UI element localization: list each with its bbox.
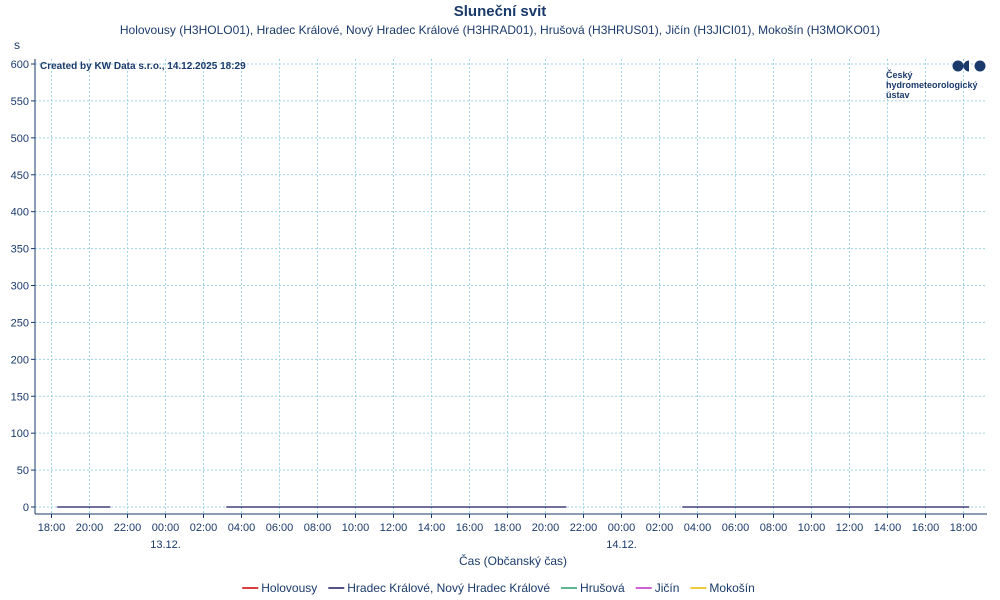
y-tick-label: 250 [11, 317, 29, 329]
x-tick-label: 12:00 [380, 522, 408, 534]
x-tick-label: 18:00 [38, 522, 66, 534]
x-tick-label: 04:00 [228, 522, 256, 534]
legend-label: Jičín [655, 581, 680, 595]
x-tick-label: 16:00 [456, 522, 484, 534]
logo-text-line1: Český [886, 69, 913, 80]
logo-text-line2: hydrometeorologický [886, 80, 978, 90]
y-tick-label: 200 [11, 354, 29, 366]
legend-label: Holovousy [261, 581, 317, 595]
chart-subtitle: Holovousy (H3HOLO01), Hradec Králové, No… [120, 23, 880, 37]
x-tick-label: 16:00 [912, 522, 940, 534]
chmi-logo: Český hydrometeorologický ústav [886, 60, 986, 100]
x-tick-labels: 18:00 20:00 22:00 00:00 02:00 04:00 06:00 08:00… [38, 522, 978, 551]
x-tick-label: 22:00 [114, 522, 142, 534]
x-tick-label: 06:00 [722, 522, 750, 534]
y-tick-label: 500 [11, 133, 29, 145]
chart-title: Sluneční svit [454, 3, 547, 20]
x-tick-label: 20:00 [76, 522, 104, 534]
x-tick-label: 04:00 [684, 522, 712, 534]
logo-dot-left [952, 60, 964, 72]
x-tick-label: 00:00 [608, 522, 636, 534]
logo-half-dot [963, 60, 969, 72]
y-tick-label: 0 [23, 502, 29, 514]
logo-dot-right [974, 60, 986, 72]
x-tick-label: 06:00 [266, 522, 294, 534]
x-tick-label: 02:00 [646, 522, 674, 534]
y-tick-label: 50 [17, 465, 29, 477]
x-date-label: 13.12. [150, 539, 181, 551]
y-tick-label: 550 [11, 96, 29, 108]
y-tick-label: 350 [11, 244, 29, 256]
x-tick-label: 14:00 [418, 522, 446, 534]
y-tick-label: 150 [11, 391, 29, 403]
legend-label: Mokošín [709, 581, 754, 595]
y-tick-label: 100 [11, 428, 29, 440]
legend-label: Hrušová [580, 581, 625, 595]
logo-text-line3: ústav [886, 90, 910, 100]
legend-label: Hradec Králové, Nový Hradec Králové [347, 581, 550, 595]
y-axis-title: s [14, 38, 20, 52]
y-tick-label: 600 [11, 59, 29, 71]
legend: Holovousy Hradec Králové, Nový Hradec Krá… [242, 581, 755, 595]
y-tick-labels: 0 50 100 150 200 250 300 350 400 450 500 550 600 [11, 59, 29, 514]
x-tick-label: 08:00 [760, 522, 788, 534]
x-axis-title: Čas (Občanský čas) [459, 553, 567, 568]
y-tick-label: 300 [11, 281, 29, 293]
x-tick-label: 08:00 [304, 522, 332, 534]
credit-text: Created by KW Data s.r.o., 14.12.2025 18… [40, 61, 246, 72]
x-tick-label: 20:00 [532, 522, 560, 534]
x-tick-label: 18:00 [950, 522, 978, 534]
y-tick-label: 450 [11, 170, 29, 182]
axes [31, 59, 987, 518]
grid [35, 59, 987, 514]
x-tick-label: 12:00 [836, 522, 864, 534]
x-tick-label: 18:00 [494, 522, 522, 534]
x-tick-label: 10:00 [342, 522, 370, 534]
y-tick-label: 400 [11, 207, 29, 219]
x-tick-label: 00:00 [152, 522, 180, 534]
x-tick-label: 22:00 [570, 522, 598, 534]
x-tick-label: 10:00 [798, 522, 826, 534]
x-date-label: 14.12. [606, 539, 637, 551]
x-tick-label: 14:00 [874, 522, 902, 534]
x-tick-label: 02:00 [190, 522, 218, 534]
